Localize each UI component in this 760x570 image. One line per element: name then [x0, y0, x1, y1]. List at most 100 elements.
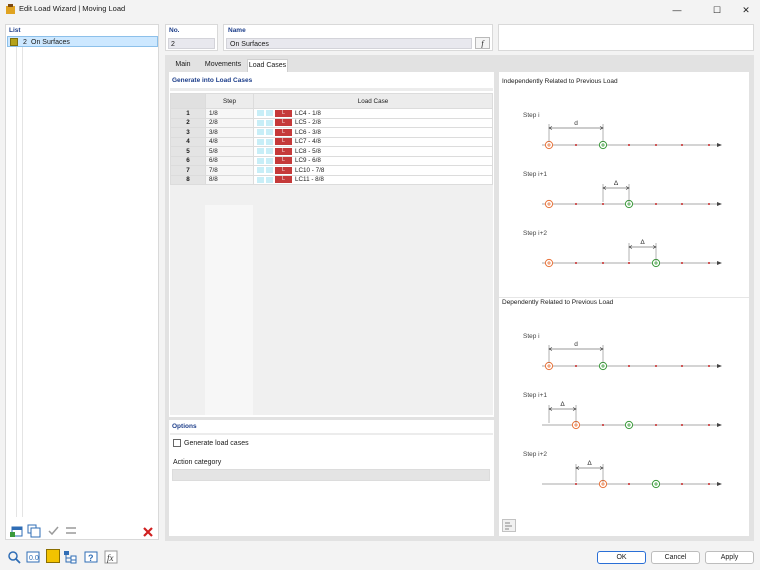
formula-button[interactable]: f	[475, 37, 490, 49]
load-case-color-swatch	[257, 119, 264, 126]
table-row[interactable]: 4 4/8 L LC7 - 4/8	[170, 136, 493, 147]
table-row[interactable]: 6 6/8 L LC9 - 6/8	[170, 155, 493, 166]
name-label: Name	[228, 27, 246, 34]
step-cell[interactable]: 5/8	[205, 146, 254, 157]
row-number: 4	[170, 136, 206, 147]
check-item-icon[interactable]	[47, 524, 61, 538]
generate-load-cases-checkbox[interactable]	[173, 439, 181, 447]
step-i1-label: Step i+1	[523, 171, 548, 178]
options-divider	[170, 433, 493, 435]
search-icon[interactable]	[7, 550, 21, 564]
copy-item-icon[interactable]	[27, 524, 41, 538]
load-case-label: LC6 - 3/8	[295, 128, 321, 136]
load-case-color-swatch	[257, 167, 264, 174]
tab-load-cases[interactable]: Load Cases	[247, 59, 288, 72]
table-row[interactable]: 7 7/8 L LC10 - 7/8	[170, 165, 493, 176]
name-field[interactable]: On Surfaces	[226, 38, 472, 49]
color-icon[interactable]	[46, 549, 60, 563]
ok-button[interactable]: OK	[597, 551, 646, 564]
list-item-color-swatch	[10, 38, 18, 46]
load-case-cell[interactable]: L LC6 - 3/8	[253, 127, 493, 138]
row-number: 5	[170, 146, 206, 157]
list-item-label: On Surfaces	[31, 38, 70, 46]
value-icon[interactable]: 0.0	[26, 550, 40, 564]
load-case-type-badge: L	[275, 147, 292, 155]
tab-main[interactable]: Main	[175, 61, 191, 68]
list-item[interactable]: 2 On Surfaces	[7, 36, 158, 47]
load-case-label: LC10 - 7/8	[295, 166, 325, 174]
dependent-delta-1-label: Δ	[560, 401, 565, 408]
step-cell[interactable]: 2/8	[205, 117, 254, 128]
delete-icon[interactable]	[141, 525, 155, 539]
step-i-label-dep: Step i	[523, 333, 540, 340]
no-label: No.	[169, 27, 180, 34]
step-cell[interactable]: 4/8	[205, 136, 254, 147]
close-window-button[interactable]: ✕	[742, 5, 750, 15]
load-case-cell[interactable]: L LC10 - 7/8	[253, 165, 493, 176]
table-row[interactable]: 1 1/8 L LC4 - 1/8	[170, 108, 493, 119]
dependent-delta-1-extension-lines	[548, 405, 577, 423]
load-case-cell[interactable]: L LC9 - 6/8	[253, 155, 493, 166]
independent-step-i-start-marker-cross	[547, 143, 551, 147]
maximize-button[interactable]: ☐	[712, 5, 722, 15]
load-case-color-swatch	[266, 110, 273, 117]
dependent-step-i1-arrowhead	[717, 423, 722, 427]
description-panel	[498, 24, 754, 51]
table-row[interactable]: 8 8/8 L LC11 - 8/8	[170, 174, 493, 185]
load-case-color-swatch	[266, 167, 273, 174]
independent-delta-2-extension-lines	[628, 243, 657, 261]
load-case-cell[interactable]: L LC8 - 5/8	[253, 146, 493, 157]
dependent-d-arrows	[548, 347, 604, 351]
dependent-step-i-point	[681, 365, 683, 367]
diagram-settings-icon[interactable]	[502, 519, 516, 532]
load-case-cell[interactable]: L LC5 - 2/8	[253, 117, 493, 128]
table-row[interactable]: 3 3/8 L LC6 - 3/8	[170, 127, 493, 138]
independent-step-i2-point	[681, 262, 683, 264]
tree-icon[interactable]	[63, 550, 77, 564]
step-cell[interactable]: 6/8	[205, 155, 254, 166]
options-section: Options Generate load cases Action categ…	[169, 420, 494, 536]
step-cell[interactable]: 7/8	[205, 165, 254, 176]
name-panel: Name On Surfaces f	[223, 24, 493, 51]
apply-button[interactable]: Apply	[705, 551, 754, 564]
number-value: 2	[171, 40, 175, 48]
step-cell[interactable]: 1/8	[205, 108, 254, 119]
minimize-button[interactable]: —	[672, 5, 682, 15]
function-icon[interactable]: fx	[104, 550, 118, 564]
load-case-color-swatch	[257, 110, 264, 117]
row-number: 2	[170, 117, 206, 128]
load-case-label: LC9 - 6/8	[295, 157, 321, 165]
column-header-step: Step	[205, 93, 254, 109]
dependent-step-i2-arrowhead	[717, 482, 722, 486]
options-title: Options	[172, 423, 197, 430]
renumber-icon[interactable]	[64, 524, 78, 538]
step-cell[interactable]: 3/8	[205, 127, 254, 138]
tab-movements[interactable]: Movements	[204, 61, 242, 68]
window-title: Edit Load Wizard | Moving Load	[19, 4, 126, 13]
table-row[interactable]: 2 2/8 L LC5 - 2/8	[170, 117, 493, 128]
independent-step-i2-point	[708, 262, 710, 264]
new-item-icon[interactable]	[10, 524, 24, 538]
load-case-cell[interactable]: L LC4 - 1/8	[253, 108, 493, 119]
number-field[interactable]: 2	[168, 38, 215, 49]
action-category-select[interactable]	[172, 469, 490, 481]
dependent-step-i-point	[628, 365, 630, 367]
dependent-step-i2-point	[681, 483, 683, 485]
dependent-d-label: d	[574, 341, 578, 348]
load-case-cell[interactable]: L LC11 - 8/8	[253, 174, 493, 185]
step-cell[interactable]: 8/8	[205, 174, 254, 185]
load-case-cell[interactable]: L LC7 - 4/8	[253, 136, 493, 147]
load-case-type-badge: L	[275, 138, 292, 146]
load-cases-table-area: Step Load Case 1 1/8 L LC4 - 1/8 2 2/8 L LC5 - …	[170, 93, 493, 415]
dependent-step-i-load-marker-cross	[601, 364, 605, 368]
cancel-button[interactable]: Cancel	[651, 551, 700, 564]
table-row[interactable]: 5 5/8 L LC8 - 5/8	[170, 146, 493, 157]
dependent-step-i1-load-marker-cross	[627, 423, 631, 427]
dependent-step-i-point	[655, 365, 657, 367]
help-icon[interactable]: ?	[84, 550, 98, 564]
row-number: 3	[170, 127, 206, 138]
load-case-color-swatch	[266, 129, 273, 136]
load-case-color-swatch	[266, 119, 273, 126]
load-case-color-swatch	[266, 157, 273, 164]
dependent-step-i2-point	[575, 483, 577, 485]
